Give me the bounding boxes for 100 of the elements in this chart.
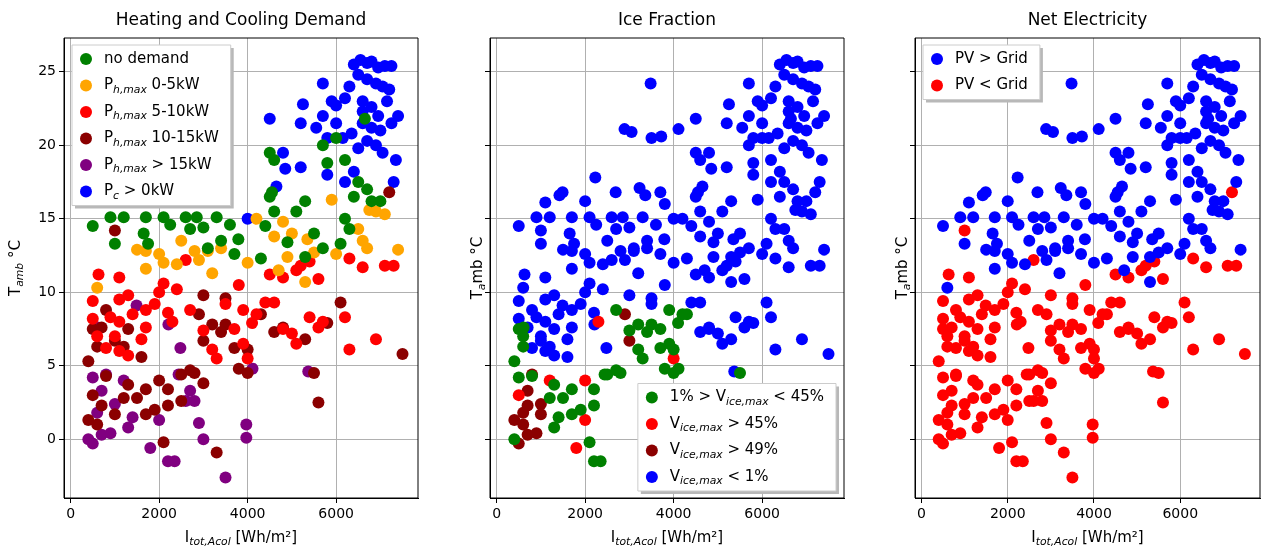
y-axis-title: Tamb °C xyxy=(5,240,27,297)
point xyxy=(166,315,179,328)
y-tick-label: 15 xyxy=(38,209,56,226)
x-tick-label: 6000 xyxy=(744,505,780,522)
point xyxy=(237,337,250,350)
point xyxy=(139,211,152,224)
point xyxy=(100,342,113,355)
chart-title: Net Electricity xyxy=(1027,9,1148,30)
point xyxy=(308,367,321,380)
point xyxy=(113,271,126,284)
point xyxy=(108,224,121,237)
x-tick-label: 6000 xyxy=(1162,505,1199,522)
point xyxy=(241,256,254,269)
point xyxy=(663,303,676,316)
y-tick-label: 5 xyxy=(47,356,56,373)
point xyxy=(179,211,192,224)
point xyxy=(184,303,197,316)
point xyxy=(517,406,530,419)
point xyxy=(352,176,365,189)
point xyxy=(299,275,312,288)
point xyxy=(667,343,680,356)
point xyxy=(316,109,329,122)
point xyxy=(508,414,521,427)
point xyxy=(122,349,135,362)
point xyxy=(192,253,205,266)
point xyxy=(330,131,343,144)
point xyxy=(139,383,152,396)
point xyxy=(517,340,530,353)
point xyxy=(268,153,281,166)
x-tick-label: 6000 xyxy=(318,505,354,522)
point xyxy=(91,330,104,343)
point xyxy=(153,286,166,299)
point xyxy=(579,374,592,387)
point xyxy=(347,165,360,178)
point xyxy=(361,242,374,255)
point xyxy=(672,362,685,375)
point xyxy=(321,168,334,181)
point xyxy=(534,397,547,410)
point xyxy=(369,333,382,346)
point xyxy=(396,347,409,360)
point xyxy=(565,383,578,396)
point xyxy=(86,437,99,450)
point xyxy=(219,471,232,484)
point xyxy=(246,317,259,330)
point xyxy=(316,77,329,90)
point xyxy=(122,378,135,391)
point xyxy=(387,176,400,189)
point xyxy=(126,411,139,424)
point xyxy=(534,408,547,421)
point xyxy=(215,234,228,247)
point xyxy=(92,268,105,281)
point xyxy=(294,161,307,174)
point xyxy=(241,352,254,365)
point xyxy=(237,303,250,316)
point xyxy=(623,334,636,347)
point xyxy=(148,298,161,311)
point xyxy=(392,243,405,256)
point xyxy=(268,230,281,243)
point xyxy=(290,264,303,277)
point xyxy=(153,248,166,261)
point xyxy=(144,442,157,455)
point xyxy=(321,156,334,169)
y-axis-title: Tamb °C xyxy=(892,236,914,301)
point xyxy=(543,392,556,405)
point xyxy=(250,212,263,225)
point xyxy=(303,311,316,324)
point xyxy=(210,446,223,459)
point xyxy=(240,431,253,444)
point xyxy=(579,414,592,427)
point xyxy=(95,399,108,412)
point xyxy=(139,303,152,316)
point xyxy=(86,312,99,325)
point xyxy=(343,252,356,265)
point xyxy=(361,183,374,196)
y-tick-label: 25 xyxy=(38,62,56,79)
point xyxy=(299,333,312,346)
legend-label: PV < Grid xyxy=(955,75,1028,94)
point xyxy=(206,318,219,331)
point xyxy=(592,315,605,328)
point xyxy=(157,436,170,449)
point xyxy=(338,92,351,105)
point xyxy=(241,367,254,380)
x-tick-label: 0 xyxy=(66,505,76,522)
point xyxy=(338,176,351,189)
point xyxy=(104,211,117,224)
point xyxy=(330,117,343,130)
chart-title: Heating and Cooling Demand xyxy=(115,9,367,30)
point xyxy=(378,208,391,221)
point xyxy=(654,342,667,355)
point xyxy=(347,190,360,203)
point xyxy=(369,139,382,152)
point xyxy=(91,281,104,294)
point xyxy=(170,258,183,271)
point xyxy=(279,162,292,175)
point xyxy=(232,233,245,246)
x-tick-label: 2000 xyxy=(989,505,1026,522)
point xyxy=(512,371,525,384)
point xyxy=(135,333,148,346)
point xyxy=(157,256,170,269)
point xyxy=(381,95,394,108)
